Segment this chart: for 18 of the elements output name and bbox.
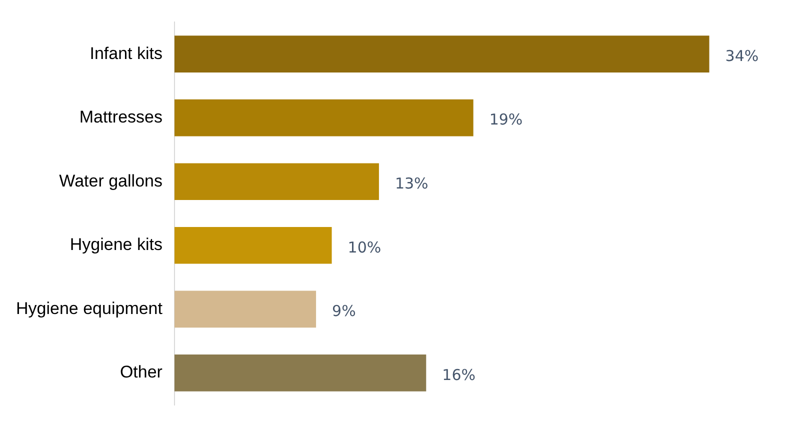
y-tick-label: Hygiene equipment bbox=[16, 298, 163, 318]
bar bbox=[174, 163, 379, 200]
data-label: 34% bbox=[725, 46, 759, 65]
y-tick-label: Other bbox=[120, 362, 163, 382]
bar bbox=[174, 36, 710, 73]
data-label: 19% bbox=[489, 110, 523, 129]
y-tick-label: Hygiene kits bbox=[70, 235, 162, 254]
y-tick-label: Water gallons bbox=[59, 171, 162, 190]
bar bbox=[174, 290, 316, 328]
y-tick-label: Infant kits bbox=[90, 44, 162, 63]
bar bbox=[174, 99, 474, 136]
data-label: 13% bbox=[394, 174, 428, 193]
data-label: 16% bbox=[442, 366, 476, 384]
data-label: 9% bbox=[332, 302, 356, 320]
y-tick-label: Mattresses bbox=[79, 108, 162, 127]
data-label: 10% bbox=[348, 238, 382, 256]
bar bbox=[174, 354, 426, 392]
bar bbox=[174, 226, 332, 264]
